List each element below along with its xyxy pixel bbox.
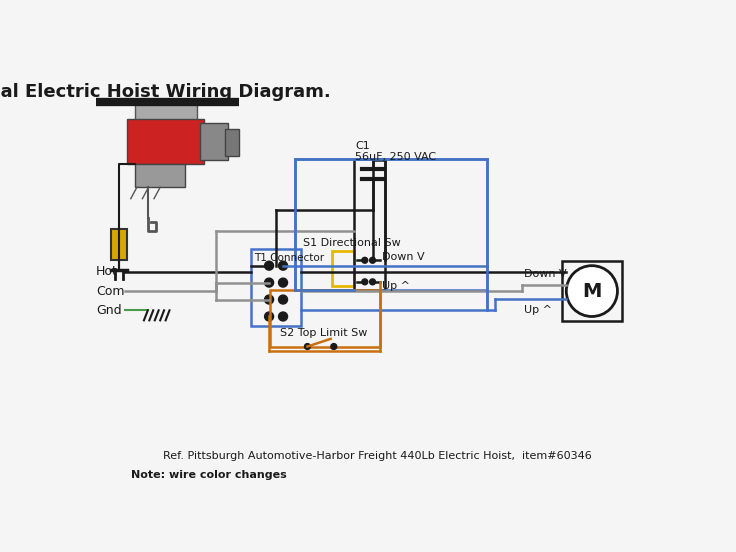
Text: Typical Electric Hoist Wiring Diagram.: Typical Electric Hoist Wiring Diagram. [0,83,331,101]
Text: S1 Directional Sw: S1 Directional Sw [302,238,400,248]
Text: Com: Com [96,285,124,298]
Bar [111,230,127,261]
Text: C1: C1 [355,141,370,151]
Text: Ref. Pittsburgh Automotive-Harbor Freight 440Lb Electric Hoist,  item#60346: Ref. Pittsburgh Automotive-Harbor Freigh… [163,451,592,461]
Circle shape [265,312,274,321]
Text: Down V: Down V [525,269,567,279]
Circle shape [566,266,618,316]
Text: Up ^: Up ^ [382,282,410,291]
Text: Gnd: Gnd [96,304,121,317]
Circle shape [278,312,288,321]
Circle shape [278,278,288,287]
Text: M: M [582,282,601,301]
Bar [135,164,185,187]
Circle shape [331,343,337,349]
Text: Down V: Down V [382,252,425,262]
Bar [562,261,622,321]
Bar [354,158,385,290]
Text: Up ^: Up ^ [525,305,553,315]
Bar [270,290,381,347]
Circle shape [305,343,311,349]
Bar [251,249,301,326]
Circle shape [278,295,288,304]
Bar [225,129,239,156]
Text: Note: wire color changes: Note: wire color changes [131,470,286,480]
Circle shape [278,261,288,270]
Circle shape [362,257,368,263]
Circle shape [265,261,274,270]
Circle shape [369,279,375,285]
Bar [295,158,487,290]
Circle shape [265,278,274,287]
Text: 56uF, 250 VAC: 56uF, 250 VAC [355,152,436,162]
Circle shape [265,295,274,304]
Bar [127,119,205,164]
Text: Hot: Hot [96,266,118,278]
Circle shape [369,257,375,263]
Bar [200,123,227,160]
Bar [332,251,354,286]
Bar [135,103,197,120]
Circle shape [362,279,368,285]
Text: S2 Top Limit Sw: S2 Top Limit Sw [280,328,367,338]
Text: T1 Connector: T1 Connector [254,253,324,263]
